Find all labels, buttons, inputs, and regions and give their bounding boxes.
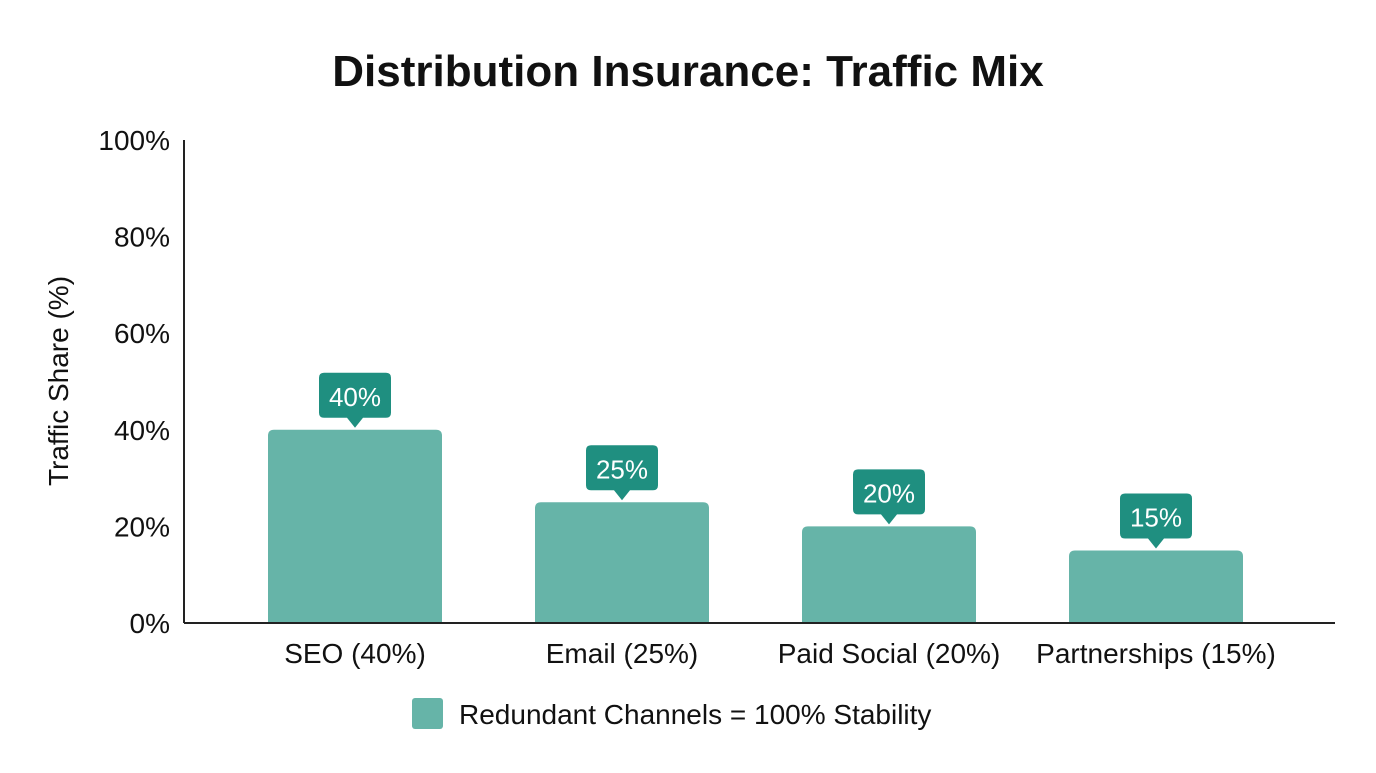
x-tick-label: Email (25%) (546, 638, 698, 669)
bar (268, 429, 442, 623)
y-tick-label: 20% (114, 511, 170, 542)
legend-label: Redundant Channels = 100% Stability (459, 699, 931, 730)
data-label: 25% (596, 454, 648, 484)
y-tick-label: 40% (114, 415, 170, 446)
data-label-bubble (1120, 493, 1192, 549)
y-tick-label: 100% (98, 125, 170, 156)
bar (802, 526, 976, 623)
data-label: 20% (863, 478, 915, 508)
data-label-bubble (319, 372, 391, 428)
chart-title: Distribution Insurance: Traffic Mix (332, 47, 1044, 96)
x-tick-label: Paid Social (20%) (778, 638, 1001, 669)
bar (535, 502, 709, 623)
y-tick-label: 0% (130, 608, 170, 639)
y-axis-label: Traffic Share (%) (43, 276, 74, 486)
y-tick-label: 60% (114, 318, 170, 349)
data-label: 15% (1130, 503, 1182, 533)
bar (1069, 550, 1243, 623)
x-tick-label: SEO (40%) (284, 638, 426, 669)
y-tick-label: 80% (114, 222, 170, 253)
legend-swatch (412, 698, 443, 729)
data-label-bubble (586, 445, 658, 501)
data-label-bubble (853, 469, 925, 525)
legend: Redundant Channels = 100% Stability (412, 698, 931, 730)
data-label: 40% (329, 382, 381, 412)
x-tick-label: Partnerships (15%) (1036, 638, 1276, 669)
